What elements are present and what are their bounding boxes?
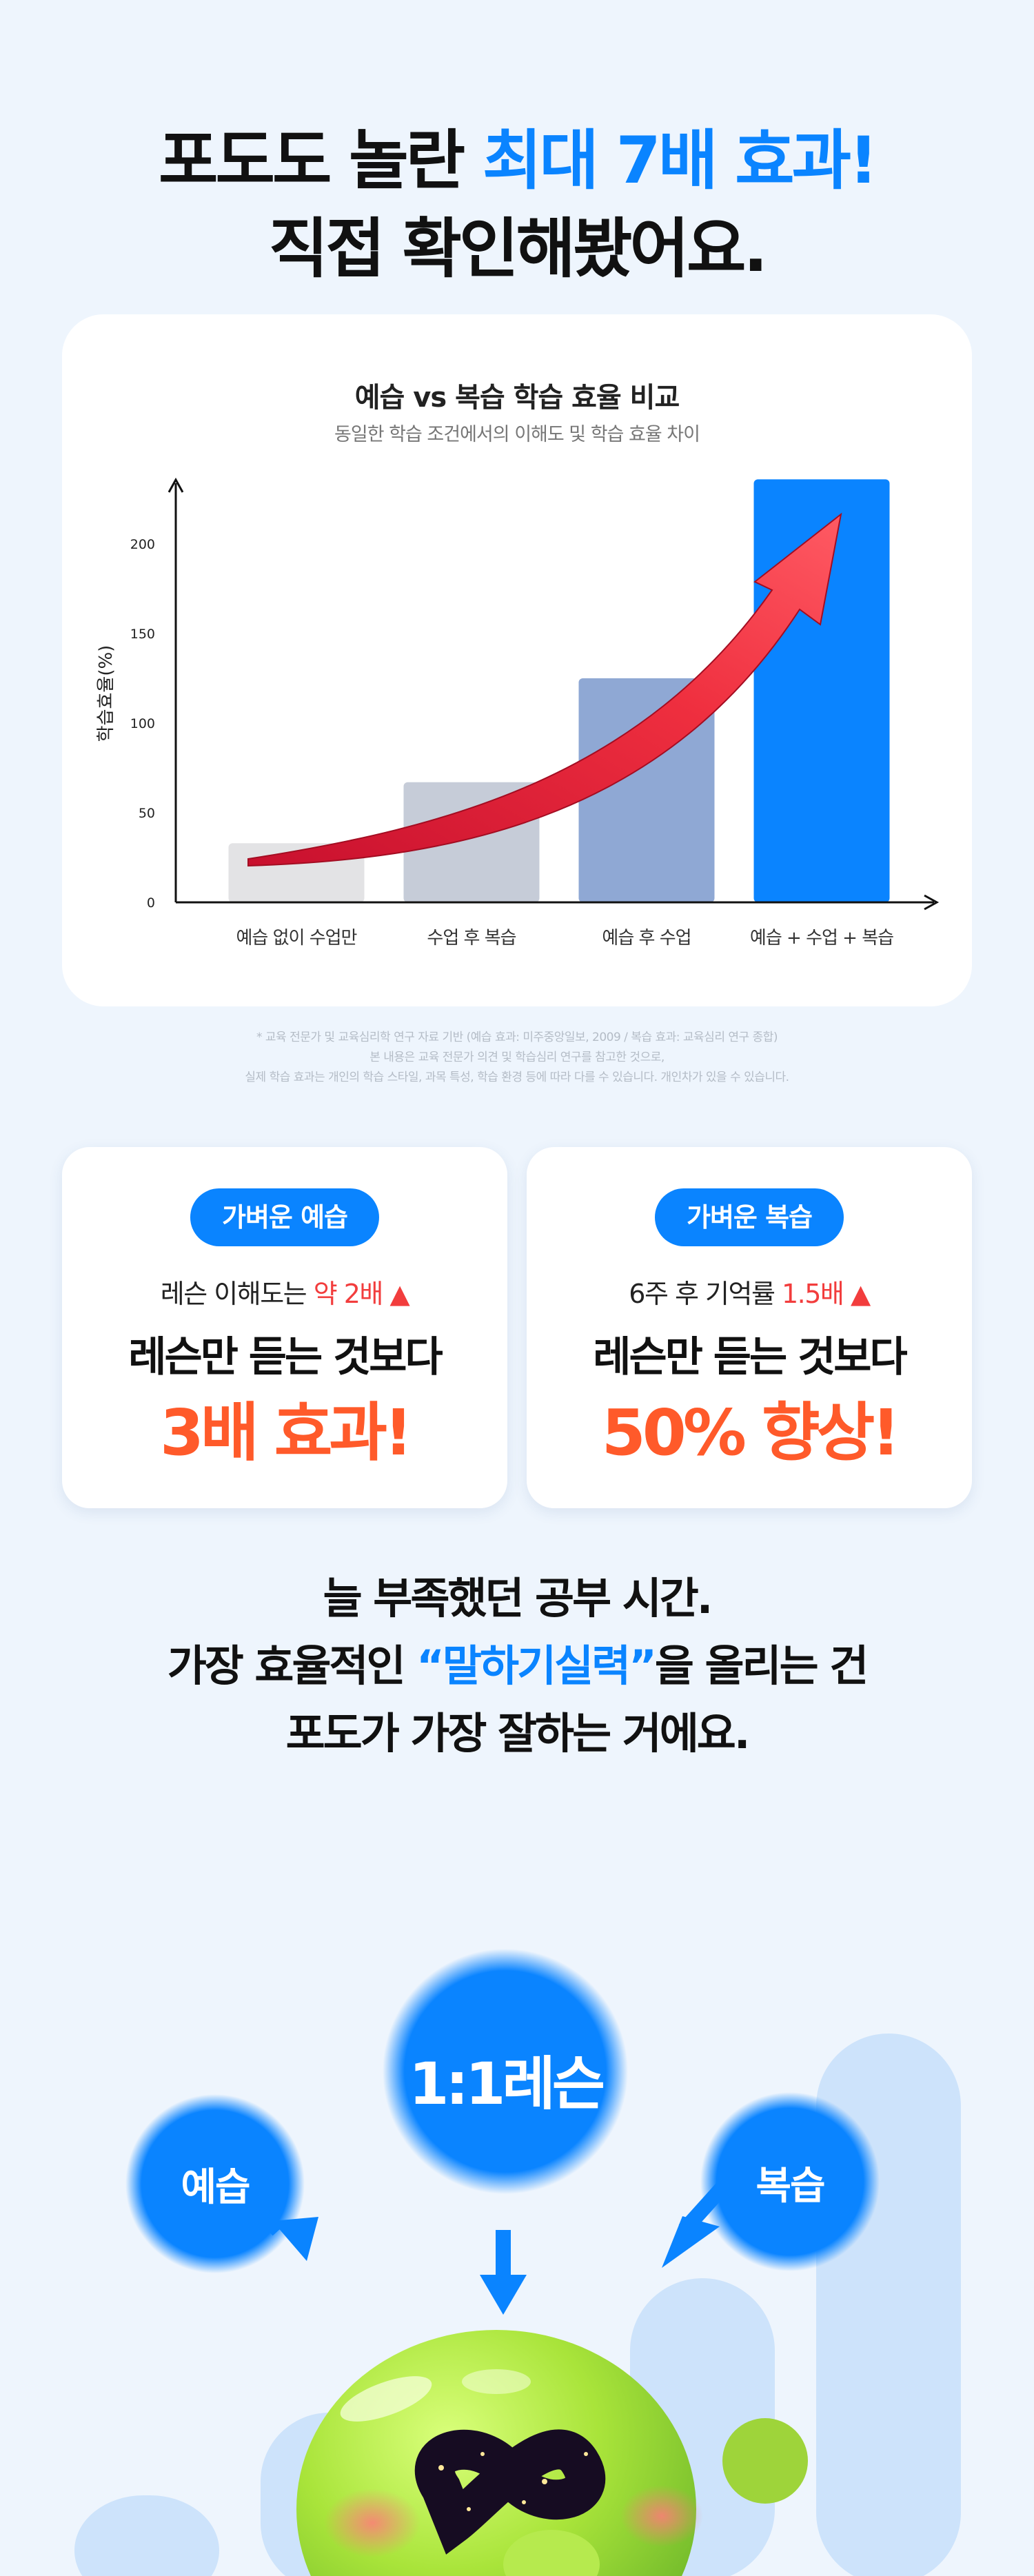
pill-review: 가벼운 복습 <box>654 1188 844 1246</box>
closing-message: 늘 부족했던 공부 시간. 가장 효율적인 “말하기실력”을 올리는 건 포도가… <box>0 1565 1034 1767</box>
headline-accent: 최대 7배 효과! <box>482 123 878 199</box>
trend-arrow-icon <box>247 512 842 867</box>
illustration: 예습 1:1레슨 복습 <box>0 1903 1034 2576</box>
pill-preview: 가벼운 예습 <box>190 1188 380 1246</box>
benefit-compare-review: 레슨만 듣는 것보다 <box>593 1333 907 1381</box>
y-tick-label: 50 <box>139 806 155 821</box>
benefit-highlight-review: 1.5배 ▲ <box>782 1279 871 1309</box>
chart-subtitle: 동일한 학습 조건에서의 이해도 및 학습 효율 차이 <box>334 424 700 445</box>
grape-mascot-icon <box>296 2330 808 2576</box>
page-headline: 포도도 놀란 최대 7배 효과! 직접 확인해봤어요. <box>0 117 1034 294</box>
benefit-result-review: 50% 향상! <box>601 1396 900 1470</box>
x-tick-label: 예습 없이 수업만 <box>236 928 357 949</box>
illustration-art <box>74 1949 961 2576</box>
bar-chart: 예습 없이 수업만 수업 후 복습 예습 후 수업 예습 + 수업 + 복습 0 50 10… <box>96 477 940 949</box>
y-tick-label: 100 <box>130 716 155 731</box>
headline-line1: 포도도 놀란 최대 7배 효과! <box>159 123 878 199</box>
y-tick-label: 150 <box>130 627 155 642</box>
message-line3: 포도가 가장 잘하는 거에요. <box>285 1708 751 1758</box>
benefit-stat-review: 6주 후 기억률 1.5배 ▲ <box>629 1279 871 1309</box>
x-tick-label: 예습 후 수업 <box>602 928 691 949</box>
y-axis-arrow <box>168 477 184 493</box>
message-accent: “말하기실력” <box>416 1641 657 1691</box>
bubble-label-review: 복습 <box>756 2164 825 2209</box>
benefit-highlight-preview: 약 2배 ▲ <box>313 1279 410 1309</box>
chart-card: 예습 vs 복습 학습 효율 비교 동일한 학습 조건에서의 이해도 및 학습 … <box>62 314 972 1006</box>
footnote-source: * 교육 전문가 및 교육심리학 연구 자료 기반 (예습 효과: 미주중앙일보… <box>256 1031 778 1044</box>
bubble-review <box>700 2092 880 2271</box>
y-tick-label: 0 <box>147 895 155 911</box>
message-line2: 가장 효율적인 “말하기실력”을 올리는 건 <box>167 1641 869 1691</box>
benefit-card-review: 가벼운 복습 6주 후 기억률 1.5배 ▲ 레슨만 듣는 것보다 50% 향상… <box>527 1147 972 1508</box>
message-line1: 늘 부족했던 공부 시간. <box>323 1573 713 1623</box>
benefit-card-preview: 가벼운 예습 레슨 이해도는 약 2배 ▲ 레슨만 듣는 것보다 3배 효과! <box>62 1147 507 1508</box>
bubble-label-lesson: 1:1레슨 <box>408 2050 605 2118</box>
benefit-compare-preview: 레슨만 듣는 것보다 <box>128 1333 443 1381</box>
bubble-lesson <box>383 1949 628 2194</box>
footnote-disclaimer: 실제 학습 효과는 개인의 학습 스타일, 과목 특성, 학습 환경 등에 따라… <box>245 1071 789 1084</box>
x-tick-label: 예습 + 수업 + 복습 <box>750 928 893 949</box>
y-tick-label: 200 <box>130 537 155 552</box>
footnote-reference: 본 내용은 교육 전문가 의견 및 학습심리 연구를 참고한 것으로, <box>369 1051 665 1064</box>
x-tick-label: 수업 후 복습 <box>427 928 516 949</box>
headline-line2: 직접 확인해봤어요. <box>268 212 768 287</box>
bubble-label-preview: 예습 <box>181 2165 250 2210</box>
x-axis-arrow <box>924 894 940 911</box>
benefit-result-preview: 3배 효과! <box>160 1396 413 1470</box>
bubble-preview <box>125 2094 305 2273</box>
y-axis-label: 학습효율(%) <box>96 645 116 742</box>
chart-title: 예습 vs 복습 학습 효율 비교 <box>354 382 680 414</box>
benefit-stat-preview: 레슨 이해도는 약 2배 ▲ <box>160 1279 410 1309</box>
